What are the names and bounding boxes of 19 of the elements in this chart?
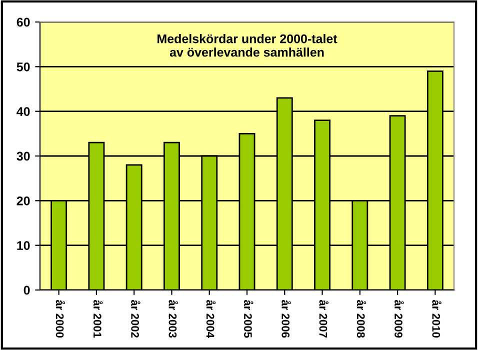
x-tick-label: år 2007: [319, 300, 329, 338]
x-tick-label: år 2003: [168, 300, 178, 338]
x-tick-label: år 2010: [432, 300, 442, 338]
y-tick-label: 20: [16, 196, 30, 206]
y-tick-label: 10: [17, 241, 30, 250]
x-tick-label: år 2008: [356, 300, 366, 338]
x-tick-label: år 2000: [56, 300, 66, 338]
y-tick-label: 40: [16, 107, 30, 116]
y-tick-label: 50: [16, 62, 30, 72]
y-tick-label: 0: [24, 286, 30, 295]
y-tick-label: 60: [16, 18, 30, 27]
x-tick-label: år 2004: [206, 300, 216, 338]
text: Medelskördar under 2000-talet av överlevande samhällen: [158, 34, 338, 57]
x-tick-label: år 2009: [394, 300, 404, 338]
x-tick-label: år 2005: [244, 300, 254, 338]
x-tick-label: år 2006: [282, 300, 291, 338]
x-tick-label: år 2001: [93, 300, 103, 338]
y-tick-label: 30: [16, 152, 30, 161]
x-tick-label: år 2002: [131, 300, 140, 338]
